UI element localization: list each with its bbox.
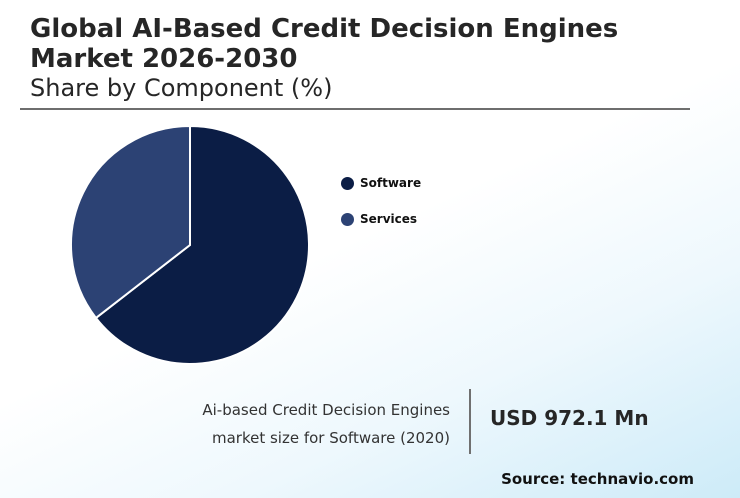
legend-item-software: Software (341, 174, 421, 192)
market-size-value: USD 972.1 Mn (490, 406, 649, 430)
legend-swatch-software (341, 176, 354, 190)
pie-slice-software (94, 124, 310, 365)
legend: Software Services (341, 174, 421, 246)
chart-subtitle: Share by Component (%) (30, 74, 333, 102)
market-size-label-line1: Ai-based Credit Decision Engines (202, 401, 450, 419)
header-divider (20, 108, 690, 110)
stat-divider (469, 389, 471, 454)
market-size-label-line2: market size for Software (2020) (211, 429, 450, 447)
legend-label-services: Services (360, 212, 418, 226)
source-text: Source: technavio.com (501, 470, 694, 488)
legend-item-services: Services (341, 210, 421, 228)
market-size-label: Ai-based Credit Decision Engines market … (150, 396, 450, 452)
chart-title: Global AI-Based Credit Decision Engines … (30, 14, 619, 74)
legend-label-software: Software (360, 176, 422, 190)
legend-swatch-services (341, 212, 354, 226)
pie-slice-services (70, 124, 191, 320)
